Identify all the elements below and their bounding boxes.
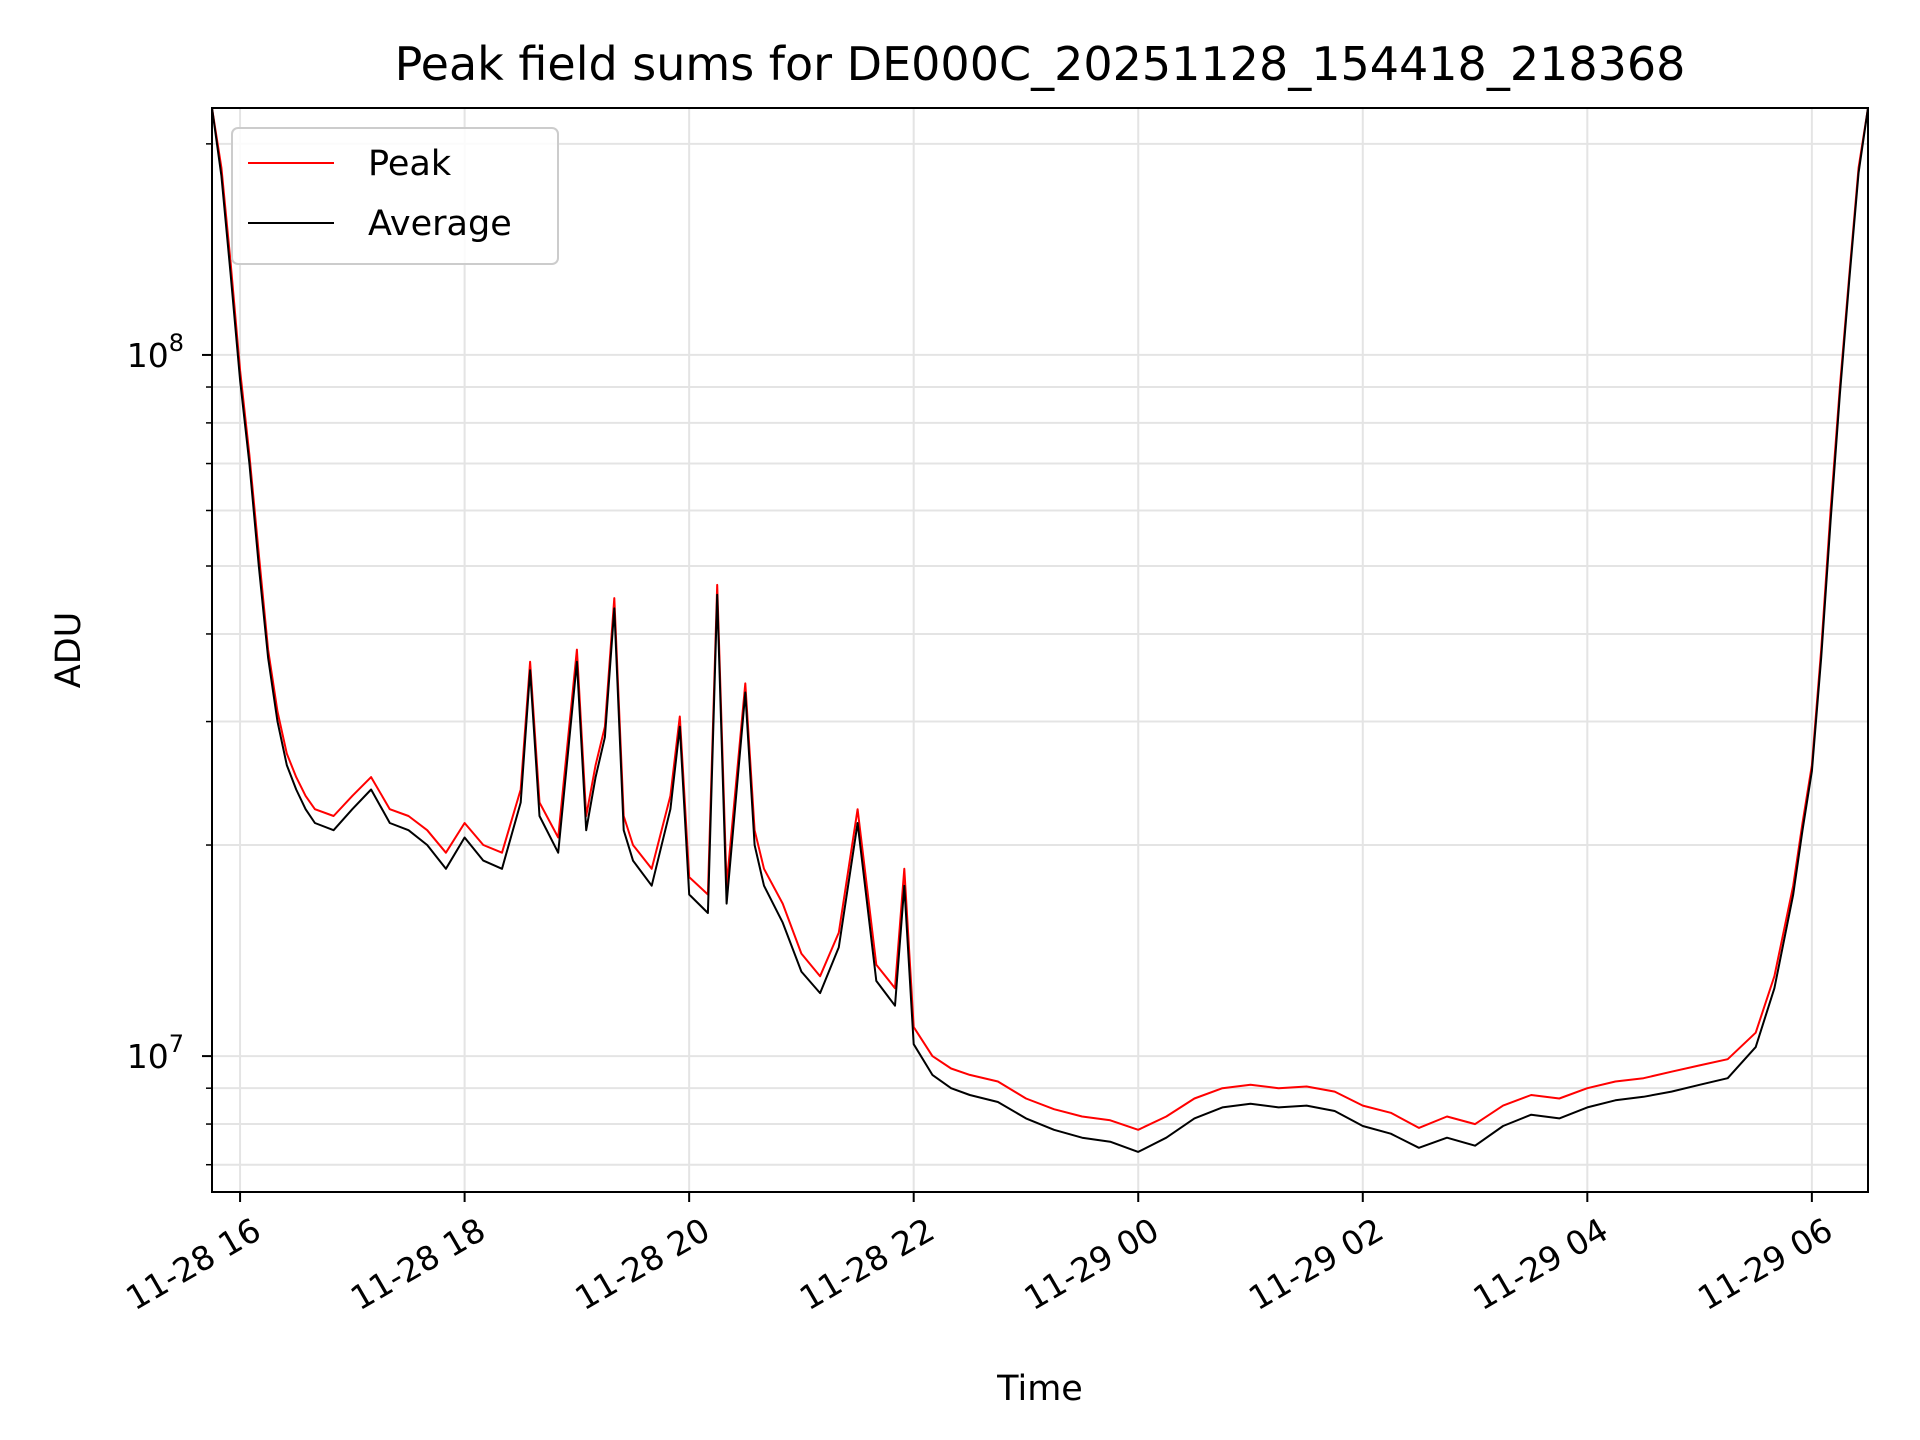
plot-frame — [211, 107, 1869, 1193]
series-layer — [212, 108, 1868, 1153]
series-line-average — [212, 108, 1868, 1153]
x-axis-label: Time — [996, 1369, 1083, 1409]
y-tick-label: 107 — [127, 1030, 184, 1076]
legend-label-average: Average — [368, 204, 512, 244]
legend: Peak Average — [231, 127, 559, 265]
y-axis-label: ADU — [49, 612, 89, 689]
y-tick-label: 108 — [127, 329, 184, 375]
legend-label-peak: Peak — [368, 144, 452, 184]
chart-title: Peak field sums for DE000C_20251128_1544… — [395, 37, 1686, 91]
series-line-peak — [212, 108, 1868, 1131]
